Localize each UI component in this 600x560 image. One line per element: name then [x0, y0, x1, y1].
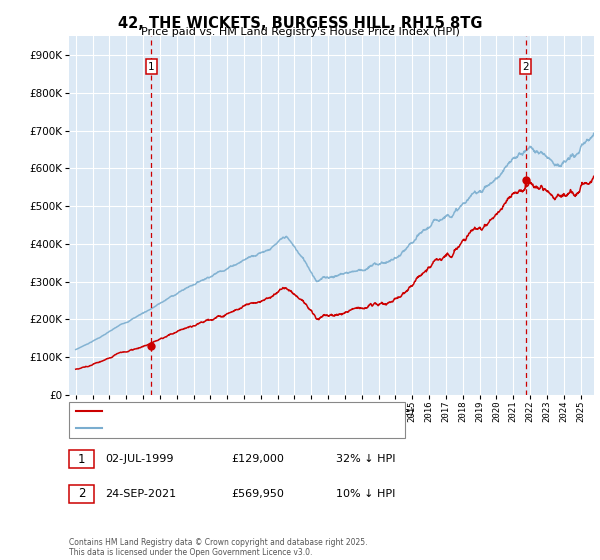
Text: 42, THE WICKETS, BURGESS HILL, RH15 8TG: 42, THE WICKETS, BURGESS HILL, RH15 8TG	[118, 16, 482, 31]
Text: 2: 2	[522, 62, 529, 72]
Text: 24-SEP-2021: 24-SEP-2021	[105, 489, 176, 499]
Text: Contains HM Land Registry data © Crown copyright and database right 2025.
This d: Contains HM Land Registry data © Crown c…	[69, 538, 367, 557]
Text: 02-JUL-1999: 02-JUL-1999	[105, 454, 173, 464]
Text: £569,950: £569,950	[231, 489, 284, 499]
Text: 2: 2	[78, 487, 85, 501]
Text: 32% ↓ HPI: 32% ↓ HPI	[336, 454, 395, 464]
Text: 1: 1	[78, 452, 85, 466]
Text: 42, THE WICKETS, BURGESS HILL, RH15 8TG (detached house): 42, THE WICKETS, BURGESS HILL, RH15 8TG …	[107, 407, 413, 416]
Text: 10% ↓ HPI: 10% ↓ HPI	[336, 489, 395, 499]
Text: Price paid vs. HM Land Registry's House Price Index (HPI): Price paid vs. HM Land Registry's House …	[140, 27, 460, 37]
Text: HPI: Average price, detached house, Mid Sussex: HPI: Average price, detached house, Mid …	[107, 423, 343, 433]
Text: £129,000: £129,000	[231, 454, 284, 464]
Text: 1: 1	[148, 62, 155, 72]
